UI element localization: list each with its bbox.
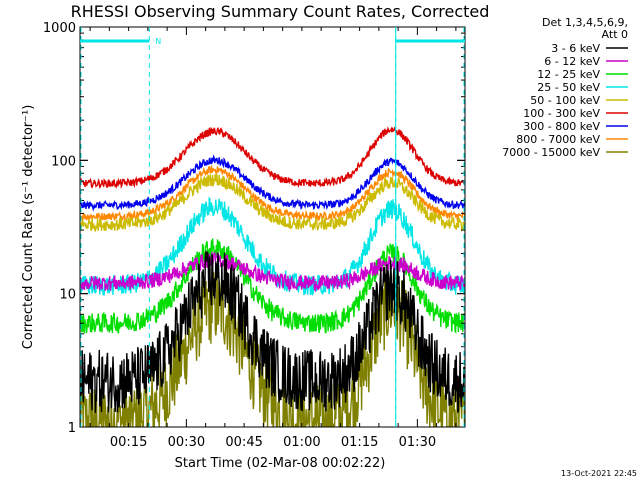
y-tick-label: 1000 bbox=[43, 21, 76, 36]
timestamp: 13-Oct-2021 22:45 bbox=[561, 469, 637, 478]
x-tick-label: 00:45 bbox=[225, 435, 262, 450]
legend-label: 3 - 6 keV bbox=[551, 42, 600, 55]
series-line-50-100-kev bbox=[80, 174, 465, 233]
flag-label: N bbox=[155, 37, 161, 46]
series-line-800-7000-kev bbox=[80, 164, 465, 222]
y-tick-label: 10 bbox=[59, 288, 76, 303]
legend-header-line-2: Att 0 bbox=[602, 28, 628, 41]
x-tick-label: 01:15 bbox=[341, 435, 378, 450]
legend-label: 6 - 12 keV bbox=[544, 55, 600, 68]
series-line-300-800-kev bbox=[80, 154, 465, 212]
series-line-3-6-kev bbox=[80, 249, 465, 414]
x-tick-label: 01:00 bbox=[283, 435, 320, 450]
series-line-25-50-kev bbox=[80, 196, 465, 296]
legend-label: 800 - 7000 keV bbox=[516, 133, 600, 146]
legend-label: 100 - 300 keV bbox=[523, 107, 600, 120]
x-tick-label: 00:15 bbox=[110, 435, 147, 450]
plot-frame bbox=[79, 26, 466, 428]
legend-label: 300 - 800 keV bbox=[523, 120, 600, 133]
series-line-100-300-kev bbox=[80, 126, 465, 189]
legend-label: 12 - 25 keV bbox=[537, 68, 600, 81]
series-line-6-12-kev bbox=[80, 251, 465, 293]
axis-ticks: 1 10 100 1000 00:15 00:30 00:45 01:00 01:15 01:30 bbox=[43, 21, 465, 450]
legend-label: 25 - 50 keV bbox=[537, 81, 600, 94]
x-axis-label: Start Time (02-Mar-08 00:02:22) bbox=[175, 456, 386, 471]
y-tick-label: 100 bbox=[51, 154, 76, 169]
legend-header-line-1: Det 1,3,4,5,6,9, bbox=[542, 16, 628, 29]
chart-title: RHESSI Observing Summary Count Rates, Co… bbox=[71, 2, 490, 21]
x-tick-label: 01:30 bbox=[399, 435, 436, 450]
y-axis-label: Corrected Count Rate (s⁻¹ detector⁻¹) bbox=[21, 105, 36, 350]
legend-label: 7000 - 15000 keV bbox=[502, 146, 600, 159]
y-tick-label: 1 bbox=[68, 421, 76, 436]
plot-area bbox=[80, 126, 465, 427]
x-tick-label: 00:30 bbox=[168, 435, 205, 450]
legend-label: 50 - 100 keV bbox=[530, 94, 600, 107]
